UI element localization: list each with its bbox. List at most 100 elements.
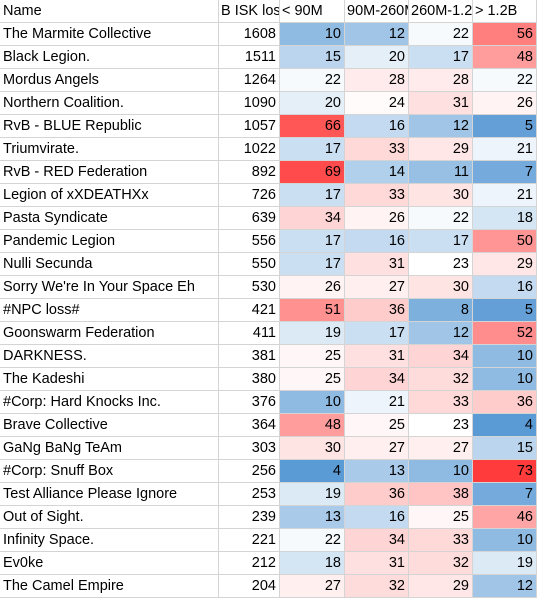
cell-bucket-90m-260m[interactable]: 16 — [345, 230, 409, 253]
cell-bucket-over-1-2b[interactable]: 18 — [473, 207, 537, 230]
cell-bucket-under-90m[interactable]: 15 — [280, 46, 345, 69]
cell-bucket-260m-1-2b[interactable]: 22 — [409, 23, 473, 46]
cell-bucket-260m-1-2b[interactable]: 25 — [409, 506, 473, 529]
cell-bucket-over-1-2b[interactable]: 29 — [473, 253, 537, 276]
cell-bucket-under-90m[interactable]: 19 — [280, 322, 345, 345]
cell-bucket-over-1-2b[interactable]: 36 — [473, 391, 537, 414]
cell-bucket-260m-1-2b[interactable]: 30 — [409, 184, 473, 207]
cell-bucket-over-1-2b[interactable]: 21 — [473, 184, 537, 207]
cell-bucket-90m-260m[interactable]: 12 — [345, 23, 409, 46]
cell-isk-lost[interactable]: 364 — [219, 414, 280, 437]
cell-bucket-90m-260m[interactable]: 13 — [345, 460, 409, 483]
cell-bucket-90m-260m[interactable]: 33 — [345, 184, 409, 207]
cell-name[interactable]: Triumvirate. — [0, 138, 219, 161]
cell-name[interactable]: Pasta Syndicate — [0, 207, 219, 230]
cell-bucket-260m-1-2b[interactable]: 11 — [409, 161, 473, 184]
cell-name[interactable]: The Camel Empire — [0, 575, 219, 598]
cell-name[interactable]: Out of Sight. — [0, 506, 219, 529]
cell-name[interactable]: RvB - BLUE Republic — [0, 115, 219, 138]
cell-bucket-90m-260m[interactable]: 25 — [345, 414, 409, 437]
cell-isk-lost[interactable]: 726 — [219, 184, 280, 207]
cell-isk-lost[interactable]: 1022 — [219, 138, 280, 161]
cell-bucket-260m-1-2b[interactable]: 32 — [409, 552, 473, 575]
cell-name[interactable]: Ev0ke — [0, 552, 219, 575]
cell-isk-lost[interactable]: 556 — [219, 230, 280, 253]
cell-name[interactable]: The Marmite Collective — [0, 23, 219, 46]
cell-name[interactable]: #NPC loss# — [0, 299, 219, 322]
cell-bucket-over-1-2b[interactable]: 50 — [473, 230, 537, 253]
cell-bucket-90m-260m[interactable]: 34 — [345, 368, 409, 391]
cell-bucket-90m-260m[interactable]: 32 — [345, 575, 409, 598]
cell-bucket-260m-1-2b[interactable]: 10 — [409, 460, 473, 483]
cell-bucket-90m-260m[interactable]: 34 — [345, 529, 409, 552]
cell-bucket-under-90m[interactable]: 25 — [280, 368, 345, 391]
cell-isk-lost[interactable]: 253 — [219, 483, 280, 506]
cell-bucket-under-90m[interactable]: 17 — [280, 184, 345, 207]
cell-bucket-90m-260m[interactable]: 24 — [345, 92, 409, 115]
cell-bucket-under-90m[interactable]: 25 — [280, 345, 345, 368]
cell-bucket-90m-260m[interactable]: 17 — [345, 322, 409, 345]
cell-bucket-under-90m[interactable]: 22 — [280, 529, 345, 552]
cell-bucket-under-90m[interactable]: 27 — [280, 575, 345, 598]
cell-isk-lost[interactable]: 256 — [219, 460, 280, 483]
cell-bucket-over-1-2b[interactable]: 15 — [473, 437, 537, 460]
cell-isk-lost[interactable]: 1090 — [219, 92, 280, 115]
cell-name[interactable]: Test Alliance Please Ignore — [0, 483, 219, 506]
cell-bucket-under-90m[interactable]: 20 — [280, 92, 345, 115]
cell-name[interactable]: Mordus Angels — [0, 69, 219, 92]
cell-isk-lost[interactable]: 1264 — [219, 69, 280, 92]
cell-bucket-over-1-2b[interactable]: 10 — [473, 529, 537, 552]
cell-bucket-90m-260m[interactable]: 36 — [345, 483, 409, 506]
cell-bucket-under-90m[interactable]: 51 — [280, 299, 345, 322]
cell-bucket-260m-1-2b[interactable]: 12 — [409, 115, 473, 138]
cell-name[interactable]: Northern Coalition. — [0, 92, 219, 115]
cell-isk-lost[interactable]: 1608 — [219, 23, 280, 46]
cell-bucket-under-90m[interactable]: 18 — [280, 552, 345, 575]
cell-bucket-260m-1-2b[interactable]: 23 — [409, 414, 473, 437]
cell-name[interactable]: #Corp: Hard Knocks Inc. — [0, 391, 219, 414]
cell-bucket-260m-1-2b[interactable]: 33 — [409, 391, 473, 414]
cell-bucket-over-1-2b[interactable]: 22 — [473, 69, 537, 92]
cell-name[interactable]: GaNg BaNg TeAm — [0, 437, 219, 460]
cell-bucket-over-1-2b[interactable]: 48 — [473, 46, 537, 69]
cell-bucket-260m-1-2b[interactable]: 32 — [409, 368, 473, 391]
header-bucket-260m-1-2b[interactable]: 260M-1.2B — [409, 0, 473, 23]
cell-isk-lost[interactable]: 204 — [219, 575, 280, 598]
cell-bucket-under-90m[interactable]: 10 — [280, 23, 345, 46]
cell-isk-lost[interactable]: 221 — [219, 529, 280, 552]
cell-bucket-90m-260m[interactable]: 20 — [345, 46, 409, 69]
cell-bucket-under-90m[interactable]: 13 — [280, 506, 345, 529]
cell-bucket-260m-1-2b[interactable]: 28 — [409, 69, 473, 92]
cell-bucket-over-1-2b[interactable]: 5 — [473, 115, 537, 138]
cell-bucket-90m-260m[interactable]: 16 — [345, 115, 409, 138]
cell-isk-lost[interactable]: 639 — [219, 207, 280, 230]
cell-bucket-under-90m[interactable]: 17 — [280, 230, 345, 253]
cell-isk-lost[interactable]: 303 — [219, 437, 280, 460]
cell-bucket-260m-1-2b[interactable]: 29 — [409, 138, 473, 161]
cell-bucket-over-1-2b[interactable]: 46 — [473, 506, 537, 529]
cell-bucket-under-90m[interactable]: 66 — [280, 115, 345, 138]
cell-bucket-under-90m[interactable]: 34 — [280, 207, 345, 230]
cell-isk-lost[interactable]: 550 — [219, 253, 280, 276]
cell-bucket-90m-260m[interactable]: 14 — [345, 161, 409, 184]
cell-bucket-under-90m[interactable]: 22 — [280, 69, 345, 92]
cell-isk-lost[interactable]: 530 — [219, 276, 280, 299]
cell-bucket-260m-1-2b[interactable]: 17 — [409, 230, 473, 253]
cell-bucket-260m-1-2b[interactable]: 22 — [409, 207, 473, 230]
cell-isk-lost[interactable]: 411 — [219, 322, 280, 345]
cell-bucket-under-90m[interactable]: 48 — [280, 414, 345, 437]
cell-bucket-90m-260m[interactable]: 28 — [345, 69, 409, 92]
cell-name[interactable]: Nulli Secunda — [0, 253, 219, 276]
cell-bucket-260m-1-2b[interactable]: 38 — [409, 483, 473, 506]
cell-bucket-under-90m[interactable]: 26 — [280, 276, 345, 299]
cell-bucket-under-90m[interactable]: 17 — [280, 138, 345, 161]
cell-bucket-under-90m[interactable]: 30 — [280, 437, 345, 460]
cell-name[interactable]: Black Legion. — [0, 46, 219, 69]
cell-name[interactable]: Infinity Space. — [0, 529, 219, 552]
cell-bucket-over-1-2b[interactable]: 26 — [473, 92, 537, 115]
cell-name[interactable]: Legion of xXDEATHXx — [0, 184, 219, 207]
cell-bucket-90m-260m[interactable]: 31 — [345, 253, 409, 276]
cell-bucket-260m-1-2b[interactable]: 27 — [409, 437, 473, 460]
cell-bucket-over-1-2b[interactable]: 10 — [473, 345, 537, 368]
cell-isk-lost[interactable]: 380 — [219, 368, 280, 391]
